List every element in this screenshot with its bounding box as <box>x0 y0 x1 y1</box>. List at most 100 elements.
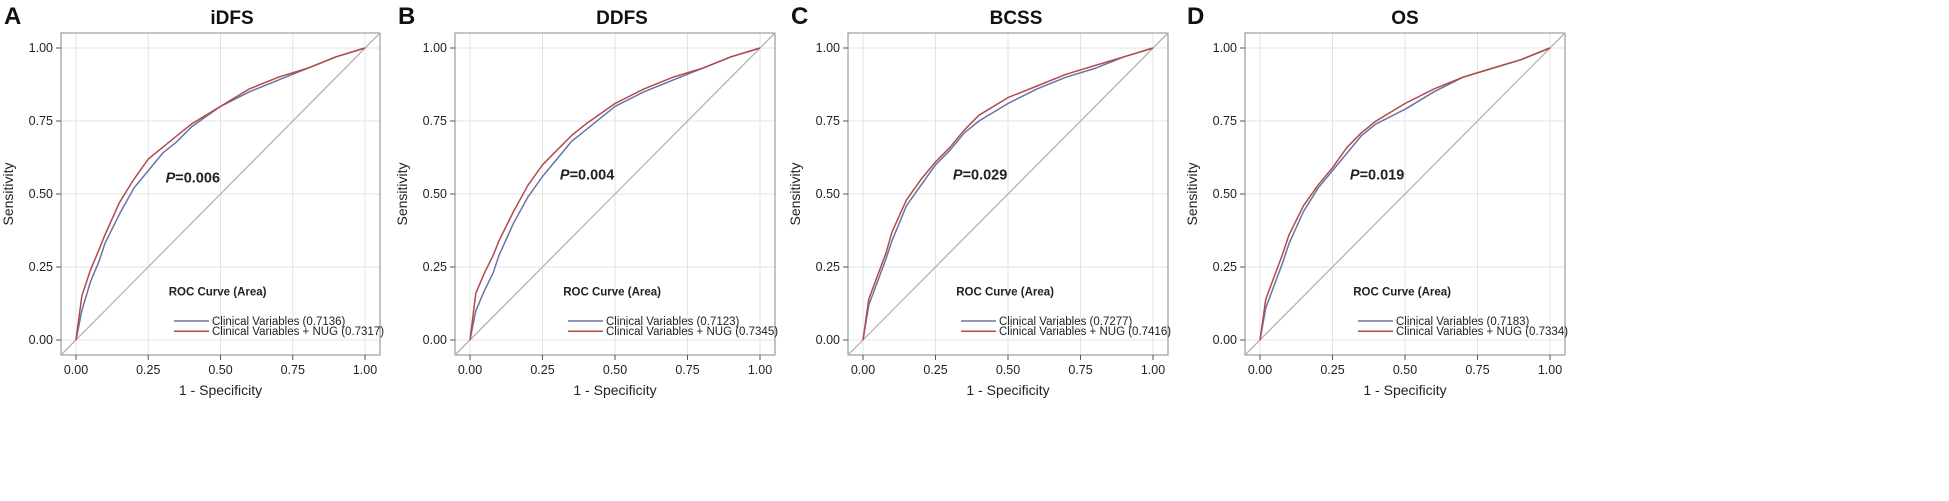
y-tick-label: 0.50 <box>816 187 840 201</box>
legend-entry-name: Clinical Variables <box>999 316 1090 328</box>
legend-entry-name: Clinical Variables + NUG <box>212 326 341 338</box>
legend-entry: Clinical Variables (0.7136) <box>212 316 346 328</box>
panel-title: BCSS <box>990 8 1043 29</box>
x-tick-label: 0.75 <box>675 363 699 377</box>
panel-letter: C <box>791 3 808 30</box>
x-tick-label: 0.25 <box>923 363 947 377</box>
y-tick-label: 0.25 <box>1213 260 1237 274</box>
y-tick-label: 0.50 <box>1213 187 1237 201</box>
x-tick-label: 0.00 <box>1248 363 1272 377</box>
legend-entry-auc: (0.7136) <box>303 316 346 328</box>
x-tick-label: 0.25 <box>136 363 160 377</box>
legend-title: ROC Curve (Area) <box>563 287 661 299</box>
legend: ROC Curve (Area) Clinical Variables (0.71… <box>563 287 778 339</box>
x-axis-label: 1 - Specificity <box>966 382 1049 398</box>
x-tick-label: 0.25 <box>1320 363 1344 377</box>
legend-entry: Clinical Variables + NUG (0.7416) <box>999 326 1171 338</box>
panel-title: DDFS <box>596 8 648 29</box>
x-axis-label: 1 - Specificity <box>179 382 262 398</box>
y-tick-label: 1.00 <box>816 41 840 55</box>
y-tick-label: 0.25 <box>816 260 840 274</box>
p-label: P <box>560 167 570 183</box>
y-tick-label: 0.00 <box>29 333 53 347</box>
roc-curve-clinical-nug <box>469 47 761 341</box>
y-tick-label: 0.50 <box>423 187 447 201</box>
legend: ROC Curve (Area) Clinical Variables (0.71… <box>169 287 385 339</box>
roc-curve-clinical <box>862 47 1154 341</box>
x-tick-label: 0.00 <box>64 363 88 377</box>
x-tick-label: 0.00 <box>851 363 875 377</box>
roc-curve-clinical-nug <box>75 47 366 341</box>
x-axis-label: 1 - Specificity <box>1363 382 1446 398</box>
y-tick-label: 1.00 <box>1213 41 1237 55</box>
x-tick-label: 0.75 <box>1068 363 1092 377</box>
legend-entry: Clinical Variables + NUG (0.7334) <box>1396 326 1568 338</box>
legend-entry: Clinical Variables + NUG (0.7317) <box>212 326 384 338</box>
x-tick-label: 1.00 <box>748 363 772 377</box>
roc-panel-os: D OS 0.00 0.00 0.25 0.25 0.50 0.50 0.75 0.75 1.00 1… <box>1184 3 1568 398</box>
legend-entry-name: Clinical Variables + NUG <box>999 326 1128 338</box>
legend-entry-name: Clinical Variables + NUG <box>1396 326 1525 338</box>
legend: ROC Curve (Area) Clinical Variables (0.71… <box>1353 287 1568 339</box>
legend: ROC Curve (Area) Clinical Variables (0.72… <box>956 287 1171 339</box>
legend-entry: Clinical Variables + NUG (0.7345) <box>606 326 778 338</box>
roc-panel-bcss: C BCSS 0.00 0.00 0.25 0.25 0.50 0.50 0.75 0.75 1.0… <box>787 3 1171 398</box>
legend-entry-auc: (0.7416) <box>1128 326 1171 338</box>
legend-entry-name: Clinical Variables <box>606 316 697 328</box>
p-value-annotation: P=0.004 <box>560 167 614 183</box>
y-tick-label: 0.75 <box>423 114 447 128</box>
p-value: =0.004 <box>570 167 615 183</box>
y-tick-label: 0.25 <box>423 260 447 274</box>
p-value-annotation: P=0.029 <box>953 167 1007 183</box>
panel-letter: D <box>1187 3 1204 30</box>
x-tick-label: 0.50 <box>208 363 232 377</box>
legend-title: ROC Curve (Area) <box>169 287 267 299</box>
x-tick-label: 0.00 <box>458 363 482 377</box>
y-tick-label: 0.00 <box>423 333 447 347</box>
y-tick-label: 0.75 <box>1213 114 1237 128</box>
x-tick-label: 0.25 <box>530 363 554 377</box>
roc-curve-clinical-nug <box>862 47 1154 341</box>
y-tick-label: 0.50 <box>29 187 53 201</box>
y-axis-label: Sensitivity <box>0 162 16 225</box>
y-axis-label: Sensitivity <box>1184 162 1200 225</box>
legend-entry-auc: (0.7183) <box>1487 316 1530 328</box>
p-label: P <box>166 170 176 186</box>
y-tick-label: 0.00 <box>1213 333 1237 347</box>
p-value-annotation: P=0.006 <box>166 170 220 186</box>
legend-entry-auc: (0.7317) <box>341 326 384 338</box>
x-tick-label: 1.00 <box>353 363 377 377</box>
y-tick-label: 1.00 <box>29 41 53 55</box>
legend-entry: Clinical Variables (0.7277) <box>999 316 1133 328</box>
x-axis-label: 1 - Specificity <box>573 382 656 398</box>
y-tick-label: 0.25 <box>29 260 53 274</box>
roc-curve-clinical-nug <box>1259 47 1551 341</box>
y-tick-label: 0.00 <box>816 333 840 347</box>
legend-entry-auc: (0.7123) <box>697 316 740 328</box>
x-tick-label: 0.50 <box>996 363 1020 377</box>
y-tick-label: 1.00 <box>423 41 447 55</box>
reference-diagonal <box>1244 32 1566 356</box>
y-axis-label: Sensitivity <box>787 162 803 225</box>
y-tick-label: 0.75 <box>816 114 840 128</box>
panel-title: OS <box>1391 8 1418 29</box>
p-value: =0.029 <box>963 167 1008 183</box>
panel-letter: B <box>398 3 415 30</box>
x-tick-label: 0.75 <box>1465 363 1489 377</box>
legend-entry-auc: (0.7334) <box>1525 326 1568 338</box>
legend-entry: Clinical Variables (0.7123) <box>606 316 740 328</box>
roc-panel-ddfs: B DDFS 0.00 0.00 0.25 0.25 0.50 0.50 0.75 0.75 1.0… <box>394 3 778 398</box>
y-axis-label: Sensitivity <box>394 162 410 225</box>
legend-entry-name: Clinical Variables <box>212 316 303 328</box>
legend-entry-name: Clinical Variables <box>1396 316 1487 328</box>
p-value-annotation: P=0.019 <box>1350 167 1404 183</box>
legend-entry-name: Clinical Variables + NUG <box>606 326 735 338</box>
x-tick-label: 0.50 <box>1393 363 1417 377</box>
legend-entry: Clinical Variables (0.7183) <box>1396 316 1530 328</box>
roc-curve-clinical <box>469 47 761 341</box>
p-value: =0.006 <box>175 170 220 186</box>
legend-entry-auc: (0.7277) <box>1090 316 1133 328</box>
p-label: P <box>953 167 963 183</box>
panel-letter: A <box>4 3 21 30</box>
